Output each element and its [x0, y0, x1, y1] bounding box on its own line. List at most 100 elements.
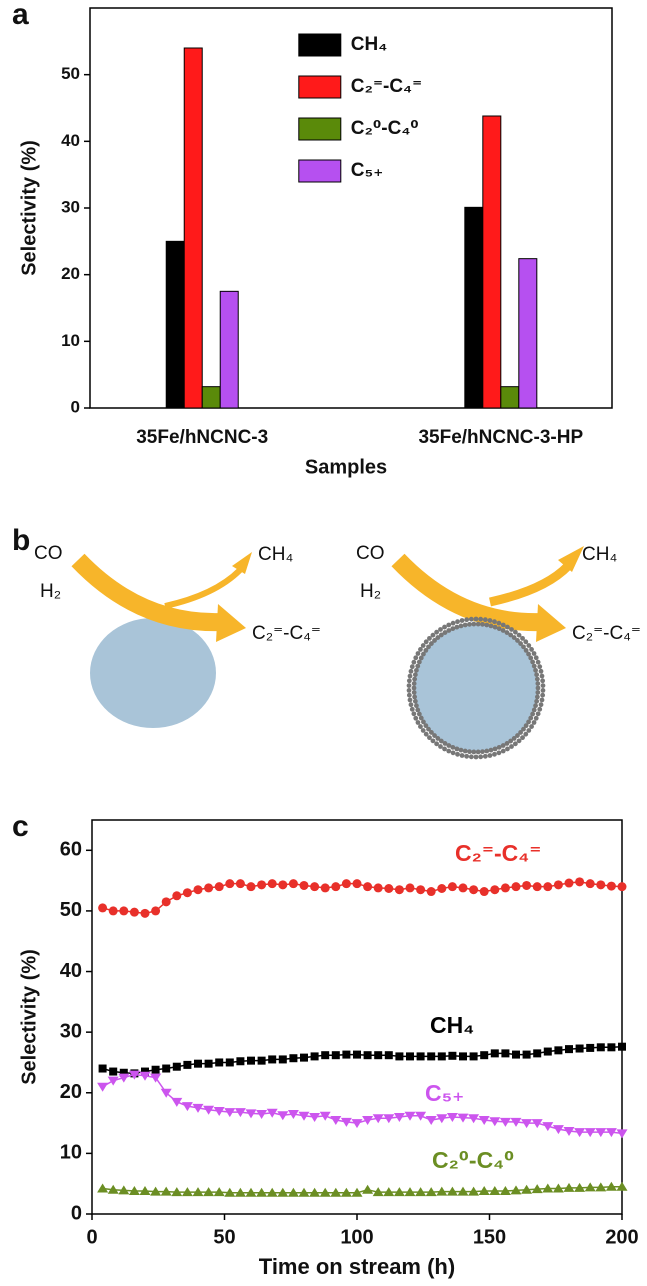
marker [119, 906, 129, 916]
marker [213, 1187, 225, 1197]
marker [437, 883, 447, 893]
marker [563, 1126, 575, 1136]
y-tick-label: 40 [60, 960, 82, 982]
marker [436, 1114, 448, 1124]
surface-dot [535, 690, 541, 695]
surface-dot [409, 664, 415, 670]
diagram: b CO H₂ CH₄ C₂⁼-C₄⁼ CO H₂ CH₄ C₂⁼-C₄⁼ [12, 524, 641, 760]
marker [331, 1051, 340, 1060]
surface-dot [500, 628, 506, 633]
marker [372, 1114, 384, 1124]
marker [469, 1052, 478, 1061]
marker [141, 1067, 149, 1076]
marker [542, 1183, 554, 1193]
marker [319, 1187, 331, 1197]
marker [246, 882, 256, 892]
surface-dot [518, 730, 523, 735]
surface-dot [418, 647, 423, 652]
surface-dot [414, 667, 419, 673]
surface-dot [521, 726, 526, 732]
surface-dot [450, 620, 456, 626]
surface-dot [475, 749, 481, 755]
surface-dot [471, 621, 477, 627]
y-tick-label: 0 [71, 1202, 82, 1224]
surface-dot [520, 635, 525, 641]
surface-dot [434, 629, 440, 635]
surface-dot [438, 632, 444, 638]
marker [405, 883, 415, 893]
marker [341, 879, 351, 889]
surface-dot [409, 706, 415, 712]
marker [224, 1187, 236, 1197]
surface-dot [508, 632, 514, 638]
surface-dot [509, 627, 514, 632]
surface-dot [413, 715, 419, 721]
surface-dot [408, 668, 414, 674]
surface-dot [467, 749, 472, 755]
panel-label: b [12, 524, 30, 557]
marker [309, 1113, 321, 1123]
surface-dot [459, 753, 465, 758]
x-tick-label: 50 [213, 1226, 235, 1248]
marker [319, 1111, 331, 1121]
surface-dot [533, 703, 538, 709]
surface-dot [526, 651, 531, 657]
surface-dot [415, 663, 421, 669]
particle [90, 618, 216, 728]
marker [607, 1043, 616, 1052]
marker [605, 1128, 617, 1138]
marker [247, 1056, 255, 1065]
marker [394, 885, 404, 895]
marker [277, 1187, 289, 1197]
surface-dot [537, 706, 543, 712]
surface-dot [511, 736, 517, 741]
marker [298, 1187, 310, 1197]
marker [595, 1128, 607, 1138]
y-tick-label: 50 [60, 899, 82, 921]
surface-dot [505, 746, 510, 752]
marker [162, 1064, 171, 1073]
bar [518, 258, 538, 409]
marker [171, 1097, 183, 1107]
surface-dot [496, 750, 502, 756]
marker [372, 1187, 384, 1197]
surface-dot [421, 651, 426, 657]
surface-dot [418, 655, 424, 661]
marker [489, 1185, 501, 1195]
marker [234, 1187, 246, 1197]
surface-dot [540, 683, 546, 688]
marker [97, 1183, 109, 1193]
marker [214, 882, 224, 892]
marker [172, 1062, 181, 1071]
marker [575, 877, 585, 887]
series-label: C₂⁰-C₄⁰ [432, 1147, 514, 1173]
surface-dot [406, 683, 412, 688]
legend-swatch [298, 33, 342, 57]
marker [192, 1187, 204, 1197]
surface-dot [500, 748, 506, 754]
surface-dot [455, 619, 460, 625]
marker [289, 1054, 298, 1063]
y-tick-label: 0 [71, 397, 80, 416]
surface-dot [515, 638, 520, 643]
surface-dot [475, 621, 481, 627]
marker [468, 1114, 480, 1124]
surface-dot [462, 622, 468, 628]
surface-dot [528, 655, 534, 661]
arrow [71, 553, 223, 632]
marker [224, 1108, 236, 1118]
surface-dot [450, 750, 456, 756]
x-tick-label: 100 [340, 1226, 373, 1248]
surface-dot [537, 664, 543, 670]
surface-dot [435, 635, 441, 640]
surface-dot [427, 635, 432, 641]
legend-swatch [298, 75, 342, 99]
marker [266, 1108, 278, 1118]
marker [447, 882, 457, 892]
marker [266, 1187, 278, 1197]
surface-dot [415, 720, 421, 725]
marker [277, 1111, 289, 1121]
surface-dot [500, 743, 506, 748]
marker [181, 1102, 193, 1112]
marker [586, 1043, 595, 1052]
